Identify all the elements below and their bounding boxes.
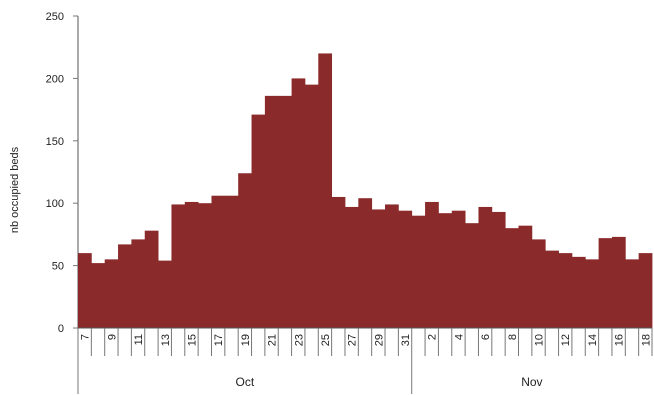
bar [638,253,653,328]
bar [505,228,519,328]
x-tick-label: 11 [133,334,145,345]
bar [451,210,466,328]
bar [425,201,439,328]
x-axis: 7 9 11 13 15 17 19 21 23 25 27 29 31 2 4 6 8 10 12 14 16 18 [77,327,653,356]
bar [545,250,559,328]
y-tick-label: 100 [46,198,64,210]
x-tick-label: 23 [293,334,305,346]
x-tick-label: 17 [213,334,225,346]
bar [358,198,373,328]
bar [398,210,413,328]
bar [118,244,132,328]
x-tick-label: 13 [160,334,172,346]
bar [571,256,586,328]
bar [558,253,573,328]
bars [78,53,653,329]
y-tick-label: 0 [58,323,64,335]
bar [611,236,626,328]
bar [144,230,159,328]
bar [184,201,199,328]
x-tick-label: 19 [240,334,252,346]
bar [224,195,239,328]
y-tick-label: 150 [46,136,64,148]
bar [264,95,279,328]
bar [411,215,426,328]
bar [171,204,186,328]
x-tick-label: 14 [587,334,599,346]
bar [598,238,613,328]
bar [371,209,386,328]
y-tick-label: 200 [46,73,64,85]
x-tick-label: 12 [560,334,572,346]
x-tick-label: 8 [507,334,519,340]
x-tick-label: 9 [106,334,118,340]
bar [251,114,266,328]
bar [344,206,359,328]
x-tick-label: 6 [480,334,492,340]
month-label: Oct [236,375,255,389]
bar [291,78,306,329]
y-axis-label: nb occupied beds [9,146,21,233]
x-tick-label: 31 [400,334,412,346]
x-tick-label: 4 [453,334,465,340]
bar [211,195,226,328]
bar [585,259,600,328]
month-groups: Oct Nov [77,356,543,394]
x-tick-label: 25 [320,334,332,346]
x-tick-label: 29 [373,334,385,346]
bar [491,211,506,328]
bar [304,84,319,328]
y-axis: 0 50 100 150 200 250 [46,11,79,335]
bar [438,213,453,328]
x-tick-label: 21 [267,334,279,346]
x-tick-label: 18 [640,334,652,346]
bar [131,239,146,328]
bar [198,203,212,328]
bar [385,204,399,328]
bar [318,53,333,328]
x-tick-label: 2 [427,334,439,340]
y-tick-label: 250 [46,11,64,23]
bar [278,95,292,328]
bar [625,259,640,328]
x-tick-label: 15 [186,334,198,346]
y-tick-label: 50 [52,261,64,273]
bar [531,239,546,328]
x-tick-label: 27 [347,334,359,346]
bar [238,173,252,328]
bar [331,196,346,328]
bar [78,253,92,328]
bar [518,225,533,328]
x-tick-label: 16 [614,334,626,346]
bar [104,259,119,328]
month-label: Nov [521,375,542,389]
x-tick-label: 10 [534,334,546,346]
bar [91,263,106,328]
bar [465,223,479,328]
bar [158,260,172,328]
bar [478,206,493,328]
x-tick-label: 7 [80,334,92,340]
